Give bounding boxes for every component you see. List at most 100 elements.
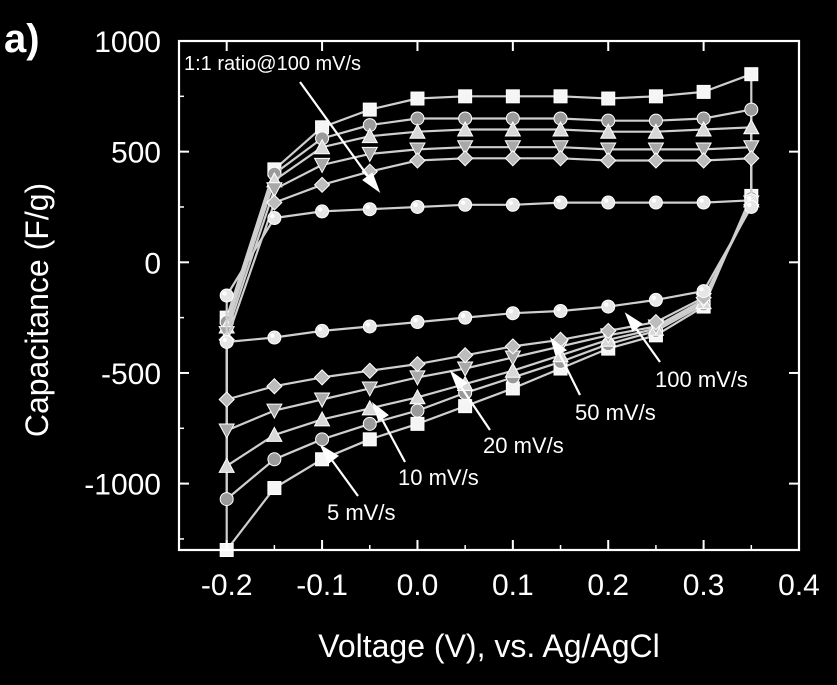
- series-0-point: [267, 481, 282, 496]
- series-5-point: [315, 323, 330, 338]
- series-4-point: [600, 322, 617, 340]
- series-5-point: [505, 306, 520, 321]
- series-5-point-highlight: [222, 291, 227, 296]
- series-3-point: [361, 146, 379, 163]
- series-5-point-highlight: [747, 196, 752, 201]
- axis-layer: -0.2 -0.1 0.0 0.1 0.2 0.3 0.4 1000 500 0 -500 -1000: [84, 26, 820, 602]
- series-4-point: [504, 338, 522, 355]
- x-tick-label: 0.2: [587, 569, 629, 602]
- series-5-point: [744, 199, 759, 214]
- y-tick-label: -1000: [84, 469, 161, 502]
- series-0-point: [410, 91, 425, 106]
- series-3-point: [742, 140, 760, 156]
- series-5-point-highlight: [413, 317, 418, 323]
- series-1-point: [410, 111, 425, 126]
- series-2-point: [504, 362, 522, 378]
- annotation-5mv-label: 5 mV/s: [327, 500, 395, 525]
- series-5: [219, 193, 759, 349]
- series-5-point-highlight: [651, 295, 657, 301]
- series-4-point: [504, 150, 522, 167]
- series-3-point: [504, 140, 522, 156]
- series-0-point: [648, 89, 663, 104]
- series-0-point: [362, 432, 377, 447]
- series-0-point: [696, 84, 711, 99]
- series-3-point: [266, 403, 283, 420]
- series-5-point: [696, 284, 711, 299]
- series-5-point-highlight: [222, 337, 227, 343]
- series-5-point: [362, 202, 377, 217]
- series-4-point: [647, 152, 665, 169]
- series-1-point: [410, 403, 425, 418]
- series-5-point-highlight: [699, 286, 704, 292]
- series-5-point-highlight: [460, 200, 466, 205]
- series-5-point: [267, 211, 282, 226]
- series-3-point: [313, 157, 331, 174]
- series-3-point: [409, 142, 426, 158]
- series-4-point: [409, 355, 426, 373]
- series-2-point: [695, 120, 712, 137]
- series-5-point-highlight: [747, 202, 752, 208]
- series-0-point: [505, 89, 520, 104]
- x-tick-label: 0.3: [683, 569, 725, 602]
- series-5-point: [458, 197, 473, 212]
- series-5-point-highlight: [365, 322, 370, 327]
- x-tick-label: -0.1: [296, 569, 348, 602]
- series-4-point: [266, 194, 283, 211]
- panel-label: a): [4, 17, 40, 61]
- annotation-50mv-arrowhead: [550, 337, 568, 356]
- annotation-10mv-arrowhead: [371, 401, 389, 422]
- series-3-point: [218, 423, 236, 440]
- series-1-point: [315, 432, 330, 447]
- series-3-point: [552, 140, 569, 156]
- series-4-point: [743, 150, 760, 167]
- series-5-point: [696, 195, 711, 210]
- series-5-point-highlight: [604, 198, 609, 203]
- series-3-point: [456, 140, 474, 156]
- series-5-point: [267, 330, 282, 345]
- series-2-point: [504, 120, 522, 137]
- series-5-point-highlight: [556, 198, 561, 203]
- series-4-point: [409, 152, 426, 169]
- series-2-point: [361, 127, 379, 144]
- series-layer: [218, 67, 760, 557]
- series-0-point: [553, 89, 568, 104]
- series-4-point: [552, 150, 569, 167]
- series-1-point: [219, 492, 234, 507]
- annotation-ratio-arrow: [299, 81, 376, 187]
- series-2-point: [456, 120, 474, 137]
- series-5-point: [553, 303, 568, 318]
- series-2-point: [409, 123, 426, 139]
- annotation-20mv-arrowhead: [449, 369, 468, 390]
- series-5-point: [601, 195, 616, 210]
- series-5-point-highlight: [508, 200, 514, 205]
- x-axis-label: Voltage (V), vs. Ag/AgCl: [318, 628, 660, 664]
- plot-frame: [177, 39, 801, 552]
- series-1-point: [744, 102, 759, 117]
- series-5-point: [219, 334, 234, 349]
- annotation-5mv-arrowhead: [319, 444, 339, 464]
- y-axis-label: Capacitance (F/g): [19, 183, 55, 437]
- series-2-point: [599, 123, 617, 139]
- series-5-point-highlight: [460, 313, 466, 318]
- x-tick-label: 0.4: [778, 569, 820, 602]
- series-4-point: [647, 313, 665, 331]
- annotation-50mv-label: 50 mV/s: [575, 400, 656, 425]
- annotation-20mv-label: 20 mV/s: [483, 433, 564, 458]
- y-tick-label: 1000: [94, 26, 161, 59]
- series-5-point: [219, 288, 234, 303]
- series-5-point-highlight: [699, 198, 704, 203]
- series-5-point: [362, 319, 377, 334]
- series-5-point: [648, 292, 663, 307]
- annotation-100mv-arrowhead: [624, 312, 643, 332]
- series-5-point-highlight: [413, 202, 418, 208]
- series-1-point: [267, 452, 282, 467]
- series-5-point: [505, 197, 520, 212]
- series-5-point-highlight: [270, 333, 275, 338]
- series-5-point-highlight: [508, 309, 514, 314]
- series-1-point: [362, 416, 377, 431]
- x-tick-label: -0.2: [201, 569, 253, 602]
- series-5-point-highlight: [556, 306, 561, 312]
- x-tick-label: 0.1: [492, 569, 534, 602]
- series-5-point: [410, 315, 425, 330]
